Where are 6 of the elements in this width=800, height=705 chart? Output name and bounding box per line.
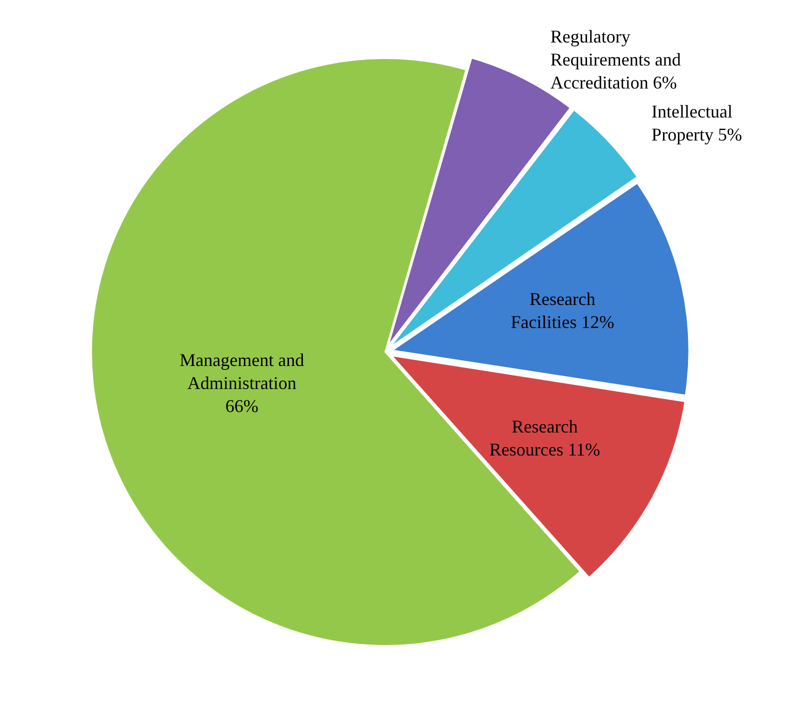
slice-label: Research Resources 11%: [489, 416, 600, 460]
slice-label: Intellectual Property 5%: [652, 102, 742, 145]
slice-label: Regulatory Requirements and Accreditation 6%: [550, 26, 681, 93]
slice-label: Research Facilities 12%: [510, 288, 614, 332]
data-label: 66%: [225, 396, 258, 416]
slice-label: Management and Administration: [180, 350, 304, 394]
